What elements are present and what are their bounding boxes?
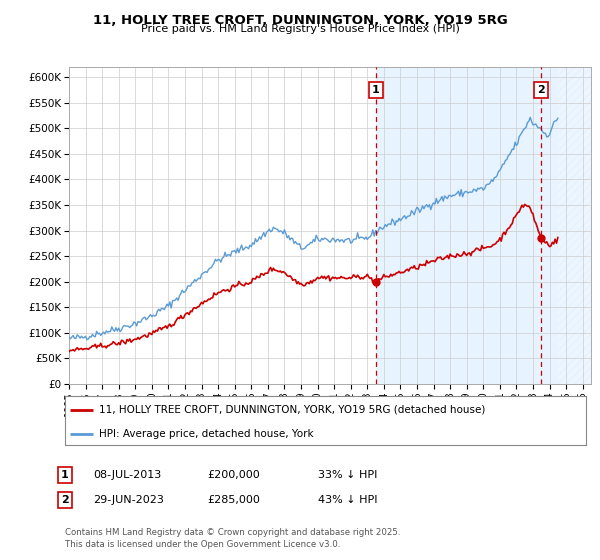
Text: 33% ↓ HPI: 33% ↓ HPI [318, 470, 377, 480]
Text: 2: 2 [537, 85, 545, 95]
Text: 1: 1 [61, 470, 68, 480]
Bar [376, 67, 558, 384]
Text: Contains HM Land Registry data © Crown copyright and database right 2025.
This d: Contains HM Land Registry data © Crown c… [65, 528, 400, 549]
Text: £200,000: £200,000 [207, 470, 260, 480]
Text: 2: 2 [61, 495, 68, 505]
Text: 11, HOLLY TREE CROFT, DUNNINGTON, YORK, YO19 5RG: 11, HOLLY TREE CROFT, DUNNINGTON, YORK, … [92, 14, 508, 27]
Text: Price paid vs. HM Land Registry's House Price Index (HPI): Price paid vs. HM Land Registry's House … [140, 24, 460, 34]
Bar [558, 67, 591, 384]
Text: 08-JUL-2013: 08-JUL-2013 [93, 470, 161, 480]
Text: 11, HOLLY TREE CROFT, DUNNINGTON, YORK, YO19 5RG (detached house): 11, HOLLY TREE CROFT, DUNNINGTON, YORK, … [98, 405, 485, 415]
Text: HPI: Average price, detached house, York: HPI: Average price, detached house, York [98, 430, 313, 440]
Text: 29-JUN-2023: 29-JUN-2023 [93, 495, 164, 505]
Text: 43% ↓ HPI: 43% ↓ HPI [318, 495, 377, 505]
Text: £285,000: £285,000 [207, 495, 260, 505]
Text: 1: 1 [372, 85, 380, 95]
